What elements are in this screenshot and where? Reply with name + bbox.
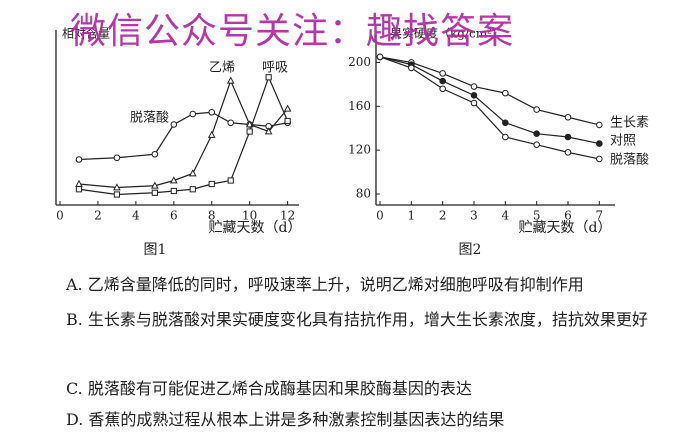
option: D. 香蕉的成熟过程从根本上讲是多种激素控制基因表达的结果 xyxy=(66,410,505,429)
marker xyxy=(502,119,509,127)
marker xyxy=(533,106,540,113)
marker xyxy=(502,89,509,97)
option: B. 生长素与脱落酸对果实硬度变化具有拮抗作用，增大生长素浓度，拮抗效果更好 xyxy=(0,305,692,335)
marker xyxy=(208,180,215,188)
x-tick-label: 1 xyxy=(408,209,416,223)
x-tick-label: 12 xyxy=(280,209,295,223)
marker xyxy=(533,141,540,148)
x-axis-label: 贮藏天数（d） xyxy=(519,220,612,236)
x-tick-label: 0 xyxy=(56,209,64,223)
series-label: 对照 xyxy=(610,134,636,149)
x-tick-label: 10 xyxy=(242,209,257,223)
series-label: 脱落酸 xyxy=(610,153,649,168)
marker xyxy=(169,176,178,184)
figure-caption: 图2 xyxy=(459,242,482,258)
marker xyxy=(170,187,177,195)
marker xyxy=(208,108,216,116)
series-label: 乙烯 xyxy=(209,61,235,76)
marker xyxy=(207,130,216,138)
marker xyxy=(227,177,234,184)
figure-caption: 图1 xyxy=(144,242,167,258)
marker xyxy=(470,92,478,99)
series-label: 生长素 xyxy=(610,116,649,131)
option-text: B. 生长素与脱落酸对果实硬度变化具有拮抗作用，增大生长素浓度，拮抗效果更好 xyxy=(66,310,648,329)
y-tick-label: 200 xyxy=(348,55,371,69)
marker xyxy=(408,64,415,72)
marker xyxy=(189,186,196,193)
y-tick-label: 80 xyxy=(356,187,371,201)
marker xyxy=(151,181,159,189)
x-tick-label: 4 xyxy=(132,209,140,223)
marker xyxy=(170,121,178,128)
series-line xyxy=(78,75,289,196)
marker xyxy=(226,76,235,84)
x-tick-label: 8 xyxy=(208,209,216,223)
series-label: 脱落酸 xyxy=(130,111,169,126)
marker xyxy=(113,154,121,162)
x-tick-label: 2 xyxy=(94,209,102,223)
marker xyxy=(264,127,273,135)
option: C. 脱落酸有可能促进乙烯合成酶基因和果胶酶基因的表达 xyxy=(66,379,472,398)
marker xyxy=(284,117,291,125)
marker xyxy=(246,128,253,135)
series-line xyxy=(379,56,600,145)
marker xyxy=(596,140,603,147)
y-axis-label: 相对含量 xyxy=(62,26,110,41)
series-line xyxy=(379,56,600,126)
series-line xyxy=(379,56,600,160)
marker xyxy=(470,99,478,107)
series-line xyxy=(78,79,289,189)
x-axis-label: 贮藏天数（d） xyxy=(209,220,302,236)
y-axis-label: 果实硬度（kg/cm²） xyxy=(390,26,504,41)
marker xyxy=(376,53,384,61)
marker xyxy=(113,191,121,198)
marker xyxy=(564,113,572,121)
marker xyxy=(439,77,446,85)
x-tick-label: 4 xyxy=(502,209,510,223)
marker xyxy=(439,85,446,93)
marker xyxy=(113,183,121,191)
x-tick-label: 6 xyxy=(564,209,572,223)
y-tick-label: 160 xyxy=(348,99,371,113)
x-tick-label: 0 xyxy=(376,209,384,223)
marker xyxy=(439,70,446,77)
marker xyxy=(533,130,540,138)
marker xyxy=(265,74,272,81)
x-tick-label: 5 xyxy=(533,209,541,223)
marker xyxy=(189,110,197,118)
x-tick-label: 6 xyxy=(170,209,178,223)
y-tick-label: 120 xyxy=(348,143,371,157)
series-label: 呼吸 xyxy=(262,61,288,76)
marker xyxy=(151,150,159,158)
watermark: 微信公众号关注：趣找答案 xyxy=(70,11,515,52)
marker xyxy=(596,155,603,163)
x-tick-label: 7 xyxy=(596,209,604,223)
x-tick-label: 3 xyxy=(470,209,478,223)
marker xyxy=(188,169,197,177)
marker xyxy=(227,119,235,127)
marker xyxy=(564,149,572,156)
option: A. 乙烯含量降低的同时，呼吸速率上升，说明乙烯对细胞呼吸有抑制作用 xyxy=(66,275,584,294)
marker xyxy=(283,104,292,112)
marker xyxy=(75,186,83,193)
marker xyxy=(596,121,603,129)
x-tick-label: 2 xyxy=(439,209,447,223)
marker xyxy=(470,83,478,90)
marker xyxy=(75,156,83,163)
marker xyxy=(151,189,158,196)
series-line xyxy=(78,111,288,161)
marker xyxy=(502,133,509,141)
marker xyxy=(564,133,572,141)
